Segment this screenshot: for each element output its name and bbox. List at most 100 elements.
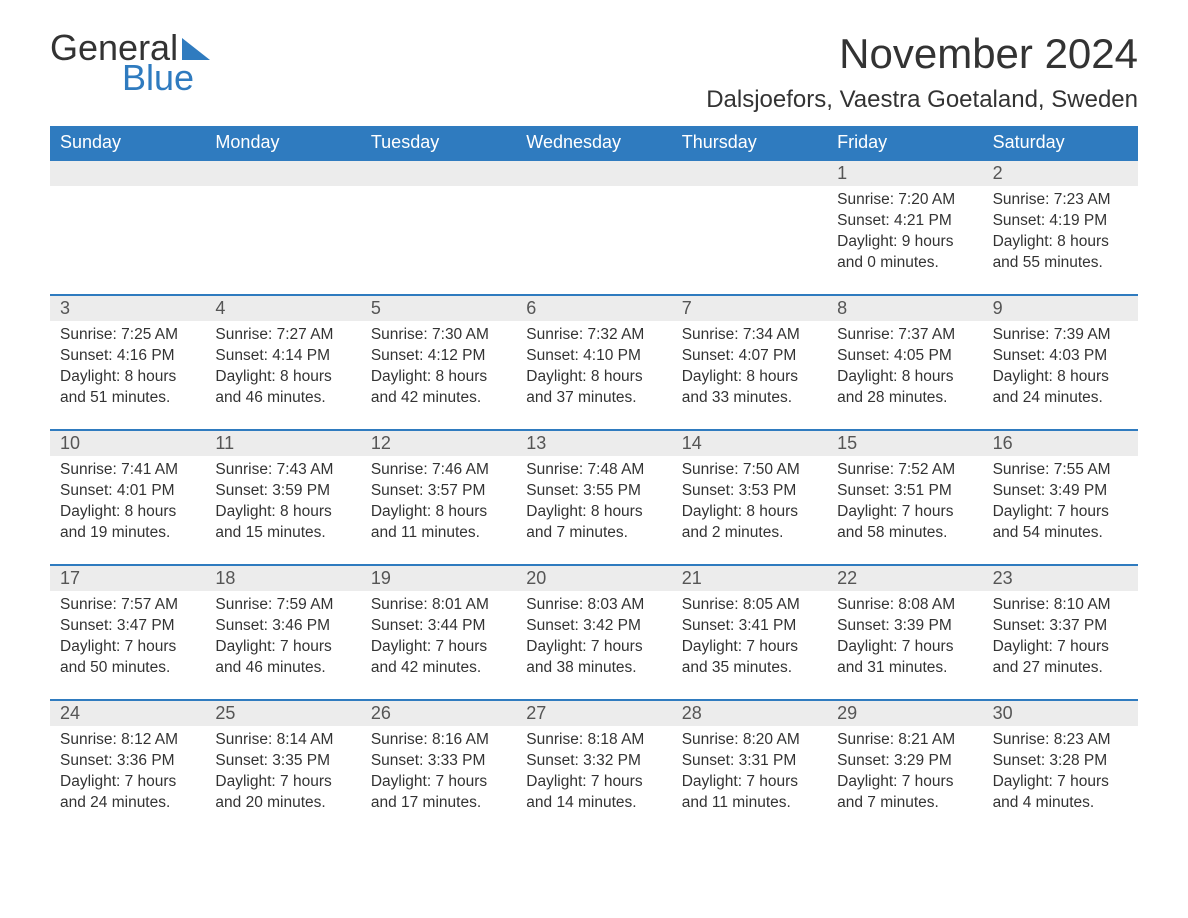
day-sunset-line: Sunset: 4:01 PM — [60, 481, 195, 502]
day-sunset-line: Sunset: 4:05 PM — [837, 346, 972, 367]
day-number: 28 — [672, 701, 827, 726]
day-cell — [361, 186, 516, 294]
day-content-row: Sunrise: 7:20 AMSunset: 4:21 PMDaylight:… — [50, 186, 1138, 294]
day-sunset-line: Sunset: 3:42 PM — [526, 616, 661, 637]
day-cell — [50, 186, 205, 294]
day-sunrise-line: Sunrise: 7:57 AM — [60, 595, 195, 616]
day-day2-line: and 0 minutes. — [837, 253, 972, 274]
day-sunset-line: Sunset: 3:37 PM — [993, 616, 1128, 637]
day-cell: Sunrise: 8:05 AMSunset: 3:41 PMDaylight:… — [672, 591, 827, 699]
day-cell: Sunrise: 8:03 AMSunset: 3:42 PMDaylight:… — [516, 591, 671, 699]
day-day2-line: and 31 minutes. — [837, 658, 972, 679]
day-content-row: Sunrise: 7:57 AMSunset: 3:47 PMDaylight:… — [50, 591, 1138, 699]
day-number — [50, 161, 205, 186]
day-day2-line: and 19 minutes. — [60, 523, 195, 544]
day-cell: Sunrise: 8:21 AMSunset: 3:29 PMDaylight:… — [827, 726, 982, 834]
day-number: 4 — [205, 296, 360, 321]
day-cell: Sunrise: 7:55 AMSunset: 3:49 PMDaylight:… — [983, 456, 1138, 564]
day-sunset-line: Sunset: 3:33 PM — [371, 751, 506, 772]
day-sunrise-line: Sunrise: 7:43 AM — [215, 460, 350, 481]
day-day1-line: Daylight: 7 hours — [993, 772, 1128, 793]
day-day1-line: Daylight: 8 hours — [371, 502, 506, 523]
day-cell: Sunrise: 7:30 AMSunset: 4:12 PMDaylight:… — [361, 321, 516, 429]
title-month: November 2024 — [706, 30, 1138, 78]
day-sunrise-line: Sunrise: 7:55 AM — [993, 460, 1128, 481]
day-day2-line: and 46 minutes. — [215, 658, 350, 679]
day-sunset-line: Sunset: 3:46 PM — [215, 616, 350, 637]
day-sunset-line: Sunset: 4:16 PM — [60, 346, 195, 367]
day-cell: Sunrise: 8:01 AMSunset: 3:44 PMDaylight:… — [361, 591, 516, 699]
day-day1-line: Daylight: 8 hours — [60, 367, 195, 388]
day-number: 25 — [205, 701, 360, 726]
day-number: 9 — [983, 296, 1138, 321]
weekday-header-row: SundayMondayTuesdayWednesdayThursdayFrid… — [50, 126, 1138, 159]
day-sunrise-line: Sunrise: 7:48 AM — [526, 460, 661, 481]
day-day1-line: Daylight: 7 hours — [682, 637, 817, 658]
day-day2-line: and 33 minutes. — [682, 388, 817, 409]
day-sunrise-line: Sunrise: 8:18 AM — [526, 730, 661, 751]
day-day2-line: and 38 minutes. — [526, 658, 661, 679]
day-sunset-line: Sunset: 3:47 PM — [60, 616, 195, 637]
day-sunrise-line: Sunrise: 7:46 AM — [371, 460, 506, 481]
day-number: 18 — [205, 566, 360, 591]
day-cell: Sunrise: 7:34 AMSunset: 4:07 PMDaylight:… — [672, 321, 827, 429]
day-day2-line: and 7 minutes. — [526, 523, 661, 544]
day-number: 12 — [361, 431, 516, 456]
day-number: 21 — [672, 566, 827, 591]
day-day1-line: Daylight: 9 hours — [837, 232, 972, 253]
day-day2-line: and 51 minutes. — [60, 388, 195, 409]
day-number: 6 — [516, 296, 671, 321]
day-number: 24 — [50, 701, 205, 726]
day-day1-line: Daylight: 8 hours — [371, 367, 506, 388]
day-number: 19 — [361, 566, 516, 591]
day-cell: Sunrise: 8:20 AMSunset: 3:31 PMDaylight:… — [672, 726, 827, 834]
day-sunrise-line: Sunrise: 8:08 AM — [837, 595, 972, 616]
day-sunrise-line: Sunrise: 8:23 AM — [993, 730, 1128, 751]
day-number: 27 — [516, 701, 671, 726]
day-sunrise-line: Sunrise: 7:32 AM — [526, 325, 661, 346]
day-content-row: Sunrise: 7:41 AMSunset: 4:01 PMDaylight:… — [50, 456, 1138, 564]
day-number: 5 — [361, 296, 516, 321]
day-sunset-line: Sunset: 3:29 PM — [837, 751, 972, 772]
day-day1-line: Daylight: 7 hours — [60, 637, 195, 658]
day-sunrise-line: Sunrise: 7:59 AM — [215, 595, 350, 616]
weekday-header: Tuesday — [361, 126, 516, 159]
day-sunrise-line: Sunrise: 8:05 AM — [682, 595, 817, 616]
day-day2-line: and 35 minutes. — [682, 658, 817, 679]
day-sunrise-line: Sunrise: 7:30 AM — [371, 325, 506, 346]
day-day1-line: Daylight: 8 hours — [60, 502, 195, 523]
day-day1-line: Daylight: 7 hours — [837, 637, 972, 658]
day-day1-line: Daylight: 8 hours — [682, 502, 817, 523]
day-day2-line: and 15 minutes. — [215, 523, 350, 544]
day-number: 7 — [672, 296, 827, 321]
day-sunset-line: Sunset: 4:14 PM — [215, 346, 350, 367]
day-number: 26 — [361, 701, 516, 726]
day-sunrise-line: Sunrise: 7:37 AM — [837, 325, 972, 346]
day-number — [672, 161, 827, 186]
day-sunrise-line: Sunrise: 8:01 AM — [371, 595, 506, 616]
day-sunset-line: Sunset: 3:44 PM — [371, 616, 506, 637]
day-sunrise-line: Sunrise: 7:41 AM — [60, 460, 195, 481]
day-number: 29 — [827, 701, 982, 726]
day-sunset-line: Sunset: 3:55 PM — [526, 481, 661, 502]
day-number — [205, 161, 360, 186]
day-sunrise-line: Sunrise: 8:10 AM — [993, 595, 1128, 616]
day-cell: Sunrise: 8:10 AMSunset: 3:37 PMDaylight:… — [983, 591, 1138, 699]
day-day1-line: Daylight: 7 hours — [993, 637, 1128, 658]
day-day1-line: Daylight: 8 hours — [993, 232, 1128, 253]
day-sunset-line: Sunset: 3:57 PM — [371, 481, 506, 502]
day-sunset-line: Sunset: 3:32 PM — [526, 751, 661, 772]
week-row: 12Sunrise: 7:20 AMSunset: 4:21 PMDayligh… — [50, 159, 1138, 294]
calendar: SundayMondayTuesdayWednesdayThursdayFrid… — [50, 126, 1138, 834]
weekday-header: Thursday — [672, 126, 827, 159]
day-number: 2 — [983, 161, 1138, 186]
day-day2-line: and 27 minutes. — [993, 658, 1128, 679]
day-cell: Sunrise: 7:57 AMSunset: 3:47 PMDaylight:… — [50, 591, 205, 699]
day-content-row: Sunrise: 7:25 AMSunset: 4:16 PMDaylight:… — [50, 321, 1138, 429]
day-sunset-line: Sunset: 3:41 PM — [682, 616, 817, 637]
day-number: 10 — [50, 431, 205, 456]
title-block: November 2024 Dalsjoefors, Vaestra Goeta… — [706, 30, 1138, 114]
day-cell — [672, 186, 827, 294]
day-sunrise-line: Sunrise: 7:25 AM — [60, 325, 195, 346]
day-sunrise-line: Sunrise: 7:52 AM — [837, 460, 972, 481]
